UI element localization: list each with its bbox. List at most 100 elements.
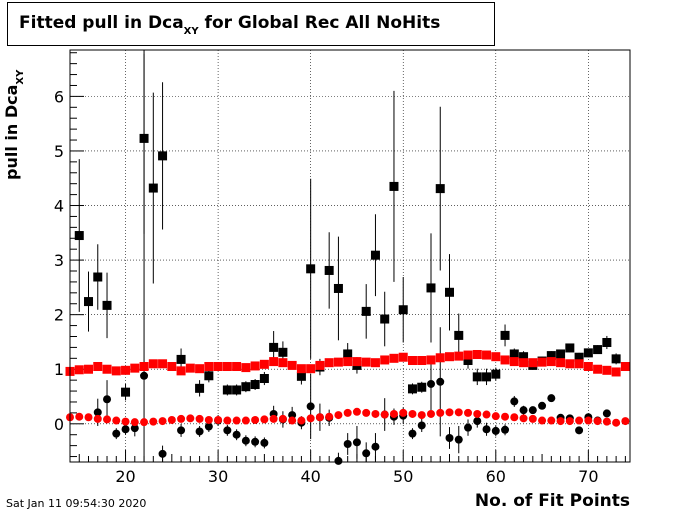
data-point [241, 382, 251, 392]
data-point [250, 361, 260, 371]
data-point [325, 412, 334, 421]
data-point [500, 330, 510, 340]
data-point [574, 359, 584, 369]
data-point [278, 414, 287, 423]
y-tick-label: 4 [54, 197, 64, 216]
data-point [306, 364, 316, 374]
data-point [500, 355, 510, 365]
data-point [93, 272, 103, 282]
data-point [278, 358, 288, 368]
data-point [583, 348, 593, 358]
data-point [260, 415, 269, 424]
data-point [445, 408, 454, 417]
y-tick-label: 0 [54, 415, 64, 434]
data-point [371, 409, 380, 418]
data-point [296, 364, 306, 374]
data-point [288, 416, 297, 425]
data-point [509, 349, 519, 359]
data-point [315, 413, 324, 422]
data-point [482, 372, 492, 382]
data-point [186, 414, 195, 423]
data-point [556, 349, 566, 359]
data-point [130, 418, 139, 427]
data-point [343, 357, 353, 367]
y-tick-label: 5 [54, 142, 64, 161]
data-point [195, 414, 204, 423]
data-point [370, 358, 380, 368]
data-point [112, 429, 121, 438]
data-point [333, 357, 343, 367]
data-point [214, 415, 223, 424]
data-point [389, 409, 398, 418]
data-point [519, 352, 529, 362]
data-point [204, 422, 213, 431]
data-point [251, 437, 260, 446]
data-point [177, 414, 186, 423]
data-point [130, 424, 139, 433]
data-point [501, 412, 510, 421]
data-point [380, 410, 389, 419]
data-point [93, 414, 102, 423]
data-point [472, 349, 482, 359]
x-tick-label: 30 [208, 467, 228, 486]
x-tick-label: 60 [486, 467, 506, 486]
data-point [297, 416, 306, 425]
data-point [491, 352, 501, 362]
data-point [398, 305, 408, 315]
data-point [528, 414, 537, 423]
x-tick-label: 20 [115, 467, 135, 486]
data-point [538, 401, 547, 410]
data-point [93, 408, 102, 417]
data-point [74, 231, 84, 241]
data-point [222, 385, 232, 395]
data-point [417, 421, 426, 430]
series-2 [93, 53, 611, 465]
data-point [102, 364, 112, 374]
data-point [352, 438, 361, 447]
data-point [417, 411, 426, 420]
data-point [491, 426, 500, 435]
data-point [75, 412, 84, 421]
data-point [612, 418, 621, 427]
series-4 [66, 407, 630, 427]
data-point [454, 330, 464, 340]
data-point [269, 414, 278, 423]
data-point [583, 362, 593, 372]
data-point [259, 374, 269, 384]
data-point [84, 364, 94, 374]
data-point [315, 360, 325, 370]
data-point [482, 350, 492, 360]
data-point [251, 415, 260, 424]
data-point [473, 409, 482, 418]
series-layer [65, 50, 630, 465]
data-point [158, 151, 168, 161]
data-point [362, 408, 371, 417]
data-point [620, 362, 630, 372]
data-point [177, 426, 186, 435]
data-point [602, 417, 611, 426]
data-point [361, 357, 371, 367]
data-point [399, 408, 408, 417]
data-point [417, 356, 427, 366]
data-point [602, 365, 612, 375]
data-point [426, 283, 436, 293]
data-point [232, 385, 242, 395]
data-point [140, 418, 149, 427]
data-point [463, 350, 473, 360]
data-point [139, 362, 149, 372]
data-point [121, 365, 131, 375]
data-point [352, 357, 362, 367]
data-point [241, 416, 250, 425]
data-point [602, 409, 611, 418]
data-point [380, 355, 390, 365]
data-point [362, 449, 371, 458]
data-point [84, 413, 93, 422]
data-point [324, 358, 334, 368]
data-point [408, 429, 417, 438]
data-point [148, 183, 158, 193]
data-point [222, 362, 232, 372]
y-tick-label: 1 [54, 360, 64, 379]
x-tick-label: 70 [578, 467, 598, 486]
data-point [130, 363, 140, 373]
